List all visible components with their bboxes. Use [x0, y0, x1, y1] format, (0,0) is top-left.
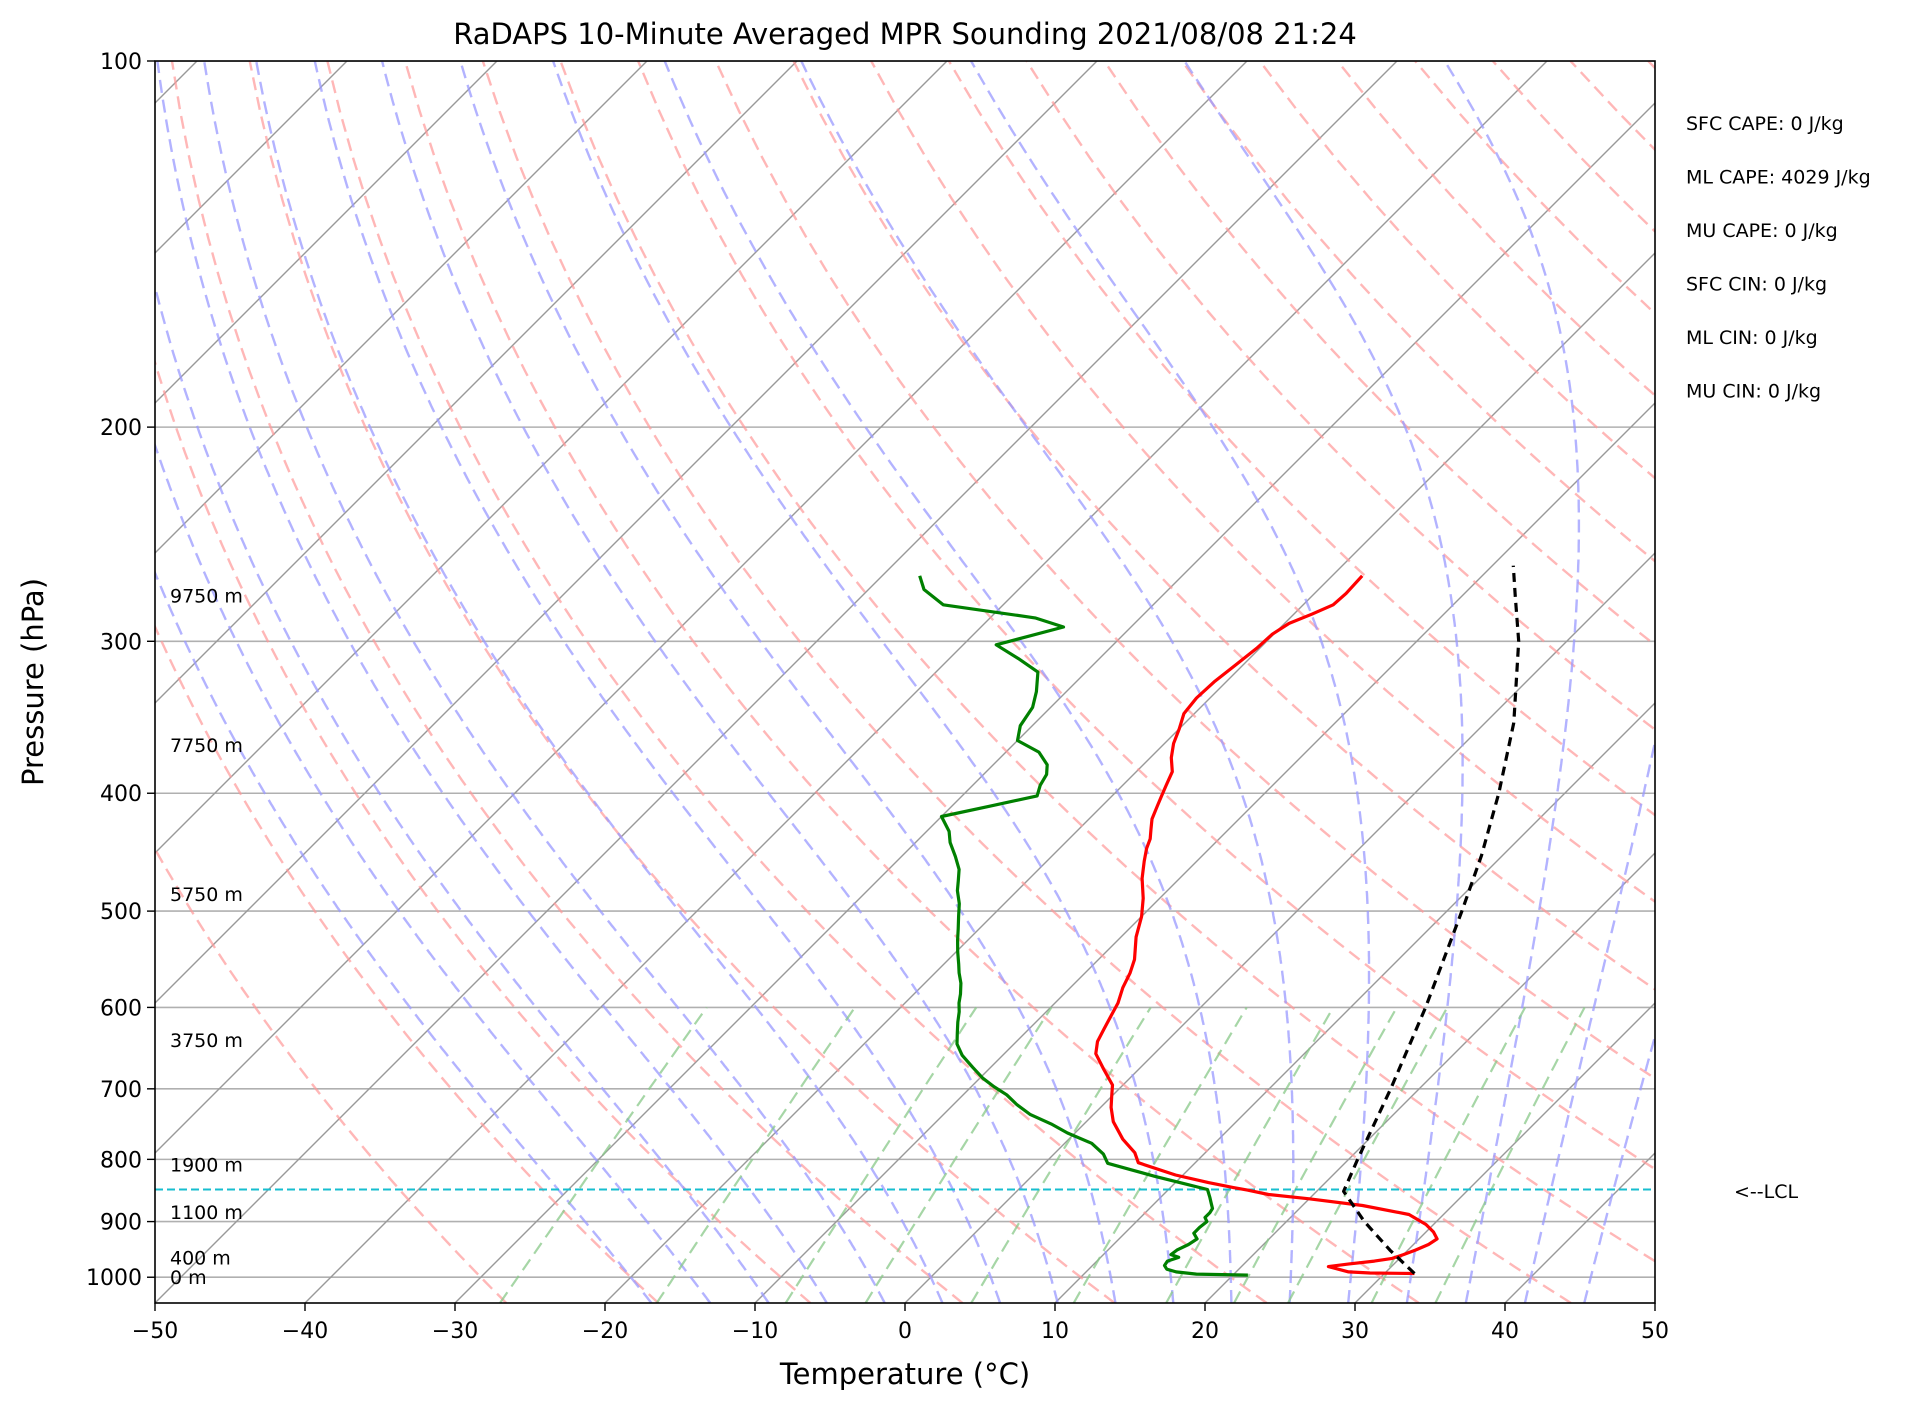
stat-label: SFC CAPE: 0 J/kg: [1686, 113, 1844, 135]
x-tick-label: 30: [1341, 1319, 1369, 1344]
height-label: 1100 m: [170, 1202, 243, 1224]
chart-title: RaDAPS 10-Minute Averaged MPR Sounding 2…: [453, 17, 1357, 51]
x-tick-label: −50: [132, 1319, 178, 1344]
x-tick-label: 10: [1041, 1319, 1069, 1344]
height-label: 400 m: [170, 1247, 231, 1269]
y-tick-label: 1000: [86, 1266, 142, 1291]
x-tick-label: 50: [1641, 1319, 1669, 1344]
x-tick-label: −10: [732, 1319, 778, 1344]
stat-label: ML CIN: 0 J/kg: [1686, 327, 1818, 349]
y-tick-label: 400: [100, 782, 142, 807]
y-tick-label: 800: [100, 1148, 142, 1173]
x-tick-label: −30: [432, 1319, 478, 1344]
x-tick-label: 40: [1491, 1319, 1519, 1344]
height-label: 5750 m: [170, 884, 243, 906]
stat-label: MU CAPE: 0 J/kg: [1686, 220, 1838, 242]
y-tick-label: 300: [100, 630, 142, 655]
height-label: 1900 m: [170, 1155, 243, 1177]
stat-label: SFC CIN: 0 J/kg: [1686, 274, 1827, 296]
x-tick-label: −20: [582, 1319, 628, 1344]
y-tick-label: 700: [100, 1078, 142, 1103]
x-tick-label: 20: [1191, 1319, 1219, 1344]
height-label: 3750 m: [170, 1030, 243, 1052]
x-tick-label: 0: [898, 1319, 912, 1344]
height-label: 9750 m: [170, 585, 243, 607]
y-tick-label: 200: [100, 416, 142, 441]
y-tick-label: 600: [100, 996, 142, 1021]
height-label: 7750 m: [170, 735, 243, 757]
lcl-label: <--LCL: [1734, 1181, 1798, 1203]
y-axis-label: Pressure (hPa): [16, 578, 50, 786]
y-tick-label: 500: [100, 900, 142, 925]
stat-label: ML CAPE: 4029 J/kg: [1686, 167, 1871, 189]
y-tick-label: 100: [100, 50, 142, 75]
height-label: 0 m: [170, 1267, 207, 1289]
y-tick-label: 900: [100, 1211, 142, 1236]
x-axis-label: Temperature (°C): [779, 1357, 1030, 1391]
x-tick-label: −40: [282, 1319, 328, 1344]
stat-label: MU CIN: 0 J/kg: [1686, 381, 1821, 403]
